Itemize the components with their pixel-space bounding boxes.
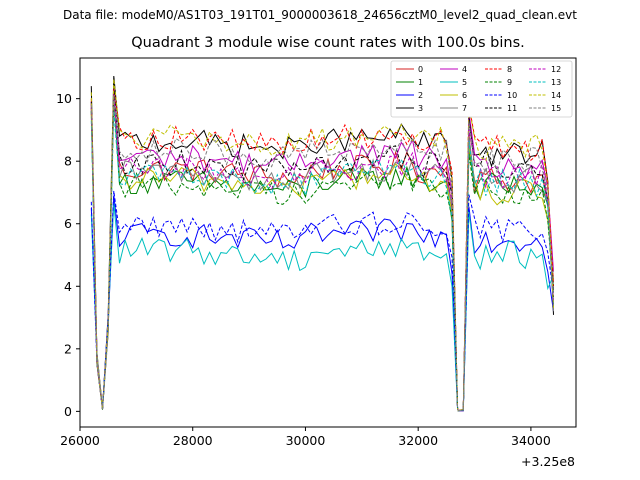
- y-tick-label: 2: [64, 341, 72, 356]
- chart-title: Quadrant 3 module wise count rates with …: [131, 35, 525, 51]
- legend-label-4: 4: [462, 65, 467, 74]
- x-offset-label: +3.25e8: [521, 454, 575, 469]
- series-line-2: [90, 195, 459, 410]
- legend-box: [390, 60, 573, 118]
- legend-label-13: 13: [551, 78, 561, 87]
- series-line-7: [90, 95, 459, 410]
- series-line-5: [457, 211, 554, 412]
- figure-suptitle: Data file: modeM0/AS1T03_191T01_90000036…: [63, 8, 577, 22]
- legend-label-5: 5: [462, 78, 467, 87]
- legend-label-2: 2: [418, 91, 423, 100]
- legend-label-11: 11: [507, 104, 517, 113]
- series-line-9: [90, 97, 459, 410]
- legend-label-15: 15: [551, 104, 561, 113]
- series-line-10: [90, 190, 459, 410]
- series-line-15: [90, 94, 459, 410]
- legend-label-8: 8: [507, 65, 512, 74]
- series-line-4: [90, 87, 459, 410]
- series-line-14: [90, 79, 459, 410]
- legend-label-7: 7: [462, 104, 467, 113]
- y-tick-label: 0: [64, 404, 72, 419]
- series-line-13: [90, 110, 459, 410]
- series-line-9: [457, 154, 554, 412]
- series-line-13: [457, 140, 554, 412]
- x-tick-label: 34000: [511, 433, 551, 448]
- series-line-8: [457, 104, 554, 412]
- series-lines: [90, 75, 554, 412]
- y-tick-label: 10: [56, 91, 72, 106]
- x-tick-label: 28000: [173, 433, 213, 448]
- plot-frame: [79, 57, 577, 428]
- legend-label-1: 1: [418, 78, 423, 87]
- series-line-15: [457, 121, 554, 412]
- legend-label-10: 10: [507, 91, 517, 100]
- series-line-3: [90, 75, 459, 410]
- y-tick-label: 4: [64, 279, 72, 294]
- series-line-4: [457, 111, 554, 412]
- legend-label-0: 0: [418, 65, 423, 74]
- series-line-11: [90, 87, 459, 410]
- y-tick-label: 8: [64, 154, 72, 169]
- series-line-5: [90, 203, 459, 410]
- series-line-10: [457, 194, 554, 412]
- x-axis: 26000 28000 30000 32000 34000: [60, 427, 551, 448]
- legend-label-12: 12: [551, 65, 561, 74]
- legend-label-6: 6: [462, 91, 467, 100]
- x-tick-label: 26000: [60, 433, 100, 448]
- y-tick-label: 6: [64, 216, 72, 231]
- y-axis: 0 2 4 6 8 10: [56, 91, 80, 419]
- legend-label-14: 14: [551, 91, 561, 100]
- legend-label-3: 3: [418, 104, 423, 113]
- x-tick-label: 30000: [286, 433, 326, 448]
- x-tick-label: 32000: [398, 433, 438, 448]
- series-line-12: [90, 95, 459, 410]
- series-line-14: [457, 105, 554, 412]
- series-line-1: [90, 95, 459, 410]
- series-line-8: [90, 88, 459, 410]
- series-line-6: [90, 99, 459, 410]
- legend-label-9: 9: [507, 78, 512, 87]
- series-line-7: [457, 136, 554, 412]
